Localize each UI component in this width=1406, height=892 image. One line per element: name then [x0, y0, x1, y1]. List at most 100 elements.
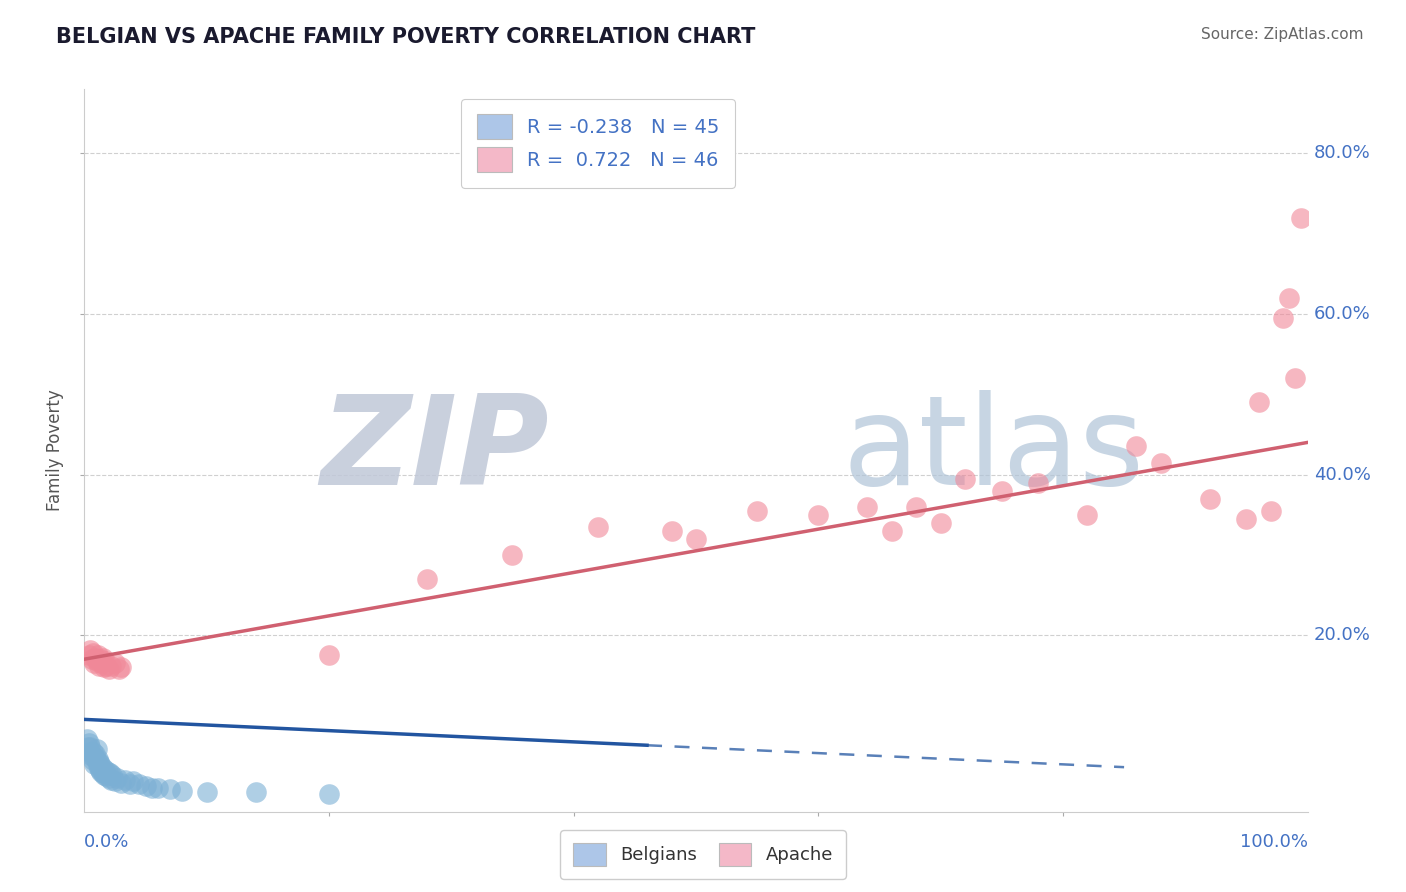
Text: BELGIAN VS APACHE FAMILY POVERTY CORRELATION CHART: BELGIAN VS APACHE FAMILY POVERTY CORRELA…	[56, 27, 755, 46]
Point	[318, 787, 340, 801]
Point	[87, 658, 110, 673]
Point	[807, 508, 830, 522]
Point	[1028, 475, 1050, 490]
Point	[991, 483, 1014, 498]
Point	[1150, 455, 1173, 469]
Text: 100.0%: 100.0%	[1240, 833, 1308, 851]
Point	[83, 657, 105, 671]
Point	[929, 516, 952, 530]
Text: Source: ZipAtlas.com: Source: ZipAtlas.com	[1201, 27, 1364, 42]
Point	[96, 769, 118, 783]
Point	[84, 747, 107, 761]
Point	[100, 658, 122, 673]
Point	[1198, 491, 1220, 506]
Point	[685, 532, 707, 546]
Legend: R = -0.238   N = 45, R =  0.722   N = 46: R = -0.238 N = 45, R = 0.722 N = 46	[461, 99, 735, 188]
Y-axis label: Family Poverty: Family Poverty	[46, 390, 65, 511]
Point	[905, 500, 928, 514]
Point	[91, 760, 114, 774]
Point	[89, 652, 111, 666]
Point	[91, 766, 114, 780]
Point	[128, 776, 150, 791]
Point	[856, 500, 879, 514]
Text: 40.0%: 40.0%	[1313, 466, 1371, 483]
Point	[122, 774, 145, 789]
Point	[318, 648, 340, 662]
Point	[98, 766, 121, 780]
Point	[90, 764, 112, 779]
Point	[1260, 503, 1282, 517]
Point	[93, 660, 115, 674]
Point	[94, 654, 117, 668]
Point	[1272, 310, 1295, 325]
Text: 60.0%: 60.0%	[1313, 305, 1371, 323]
Point	[114, 772, 136, 787]
Point	[195, 785, 218, 799]
Point	[84, 650, 107, 665]
Point	[141, 780, 163, 795]
Point	[104, 774, 127, 789]
Point	[91, 650, 114, 665]
Point	[79, 740, 101, 755]
Point	[100, 772, 122, 787]
Point	[110, 660, 132, 674]
Point	[953, 471, 976, 485]
Point	[94, 763, 117, 777]
Text: atlas: atlas	[842, 390, 1144, 511]
Point	[86, 654, 108, 668]
Point	[1236, 511, 1258, 525]
Point	[1278, 291, 1301, 305]
Point	[172, 784, 194, 798]
Point	[83, 756, 105, 771]
Point	[90, 657, 112, 671]
Point	[416, 572, 439, 586]
Point	[1076, 508, 1098, 522]
Point	[97, 662, 120, 676]
Point	[96, 658, 118, 673]
Point	[77, 648, 100, 662]
Point	[82, 646, 104, 660]
Legend: Belgians, Apache: Belgians, Apache	[561, 830, 845, 879]
Point	[82, 744, 104, 758]
Point	[89, 756, 111, 771]
Point	[86, 742, 108, 756]
Point	[77, 740, 100, 755]
Point	[135, 779, 157, 793]
Point	[97, 764, 120, 779]
Point	[880, 524, 903, 538]
Point	[245, 785, 267, 799]
Point	[1247, 395, 1270, 409]
Point	[110, 776, 132, 790]
Point	[118, 777, 141, 791]
Point	[87, 648, 110, 662]
Point	[1125, 439, 1147, 453]
Point	[82, 753, 104, 767]
Point	[101, 768, 124, 782]
Point	[87, 752, 110, 766]
Point	[86, 754, 108, 768]
Text: 0.0%: 0.0%	[84, 833, 129, 851]
Point	[502, 548, 524, 562]
Text: 20.0%: 20.0%	[1313, 626, 1371, 644]
Text: 80.0%: 80.0%	[1313, 145, 1371, 162]
Point	[83, 750, 105, 764]
Point	[1284, 371, 1306, 385]
Point	[159, 782, 181, 797]
Point	[747, 503, 769, 517]
Point	[80, 748, 103, 763]
Point	[146, 780, 169, 795]
Point	[105, 771, 128, 785]
Point	[89, 763, 111, 777]
Text: ZIP: ZIP	[321, 390, 550, 511]
Point	[97, 771, 120, 785]
Point	[87, 758, 110, 772]
Point	[1291, 211, 1313, 225]
Point	[80, 652, 103, 666]
Point	[87, 760, 110, 774]
Point	[87, 755, 110, 769]
Point	[661, 524, 683, 538]
Point	[77, 737, 100, 751]
Point	[104, 657, 127, 671]
Point	[79, 744, 101, 758]
Point	[586, 519, 609, 533]
